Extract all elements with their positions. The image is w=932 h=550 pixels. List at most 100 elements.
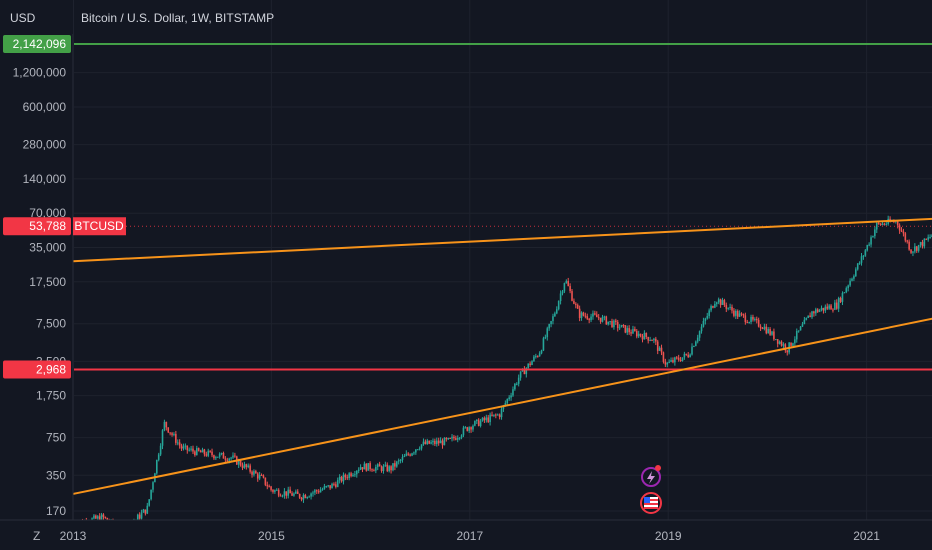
candle-body [415,449,417,453]
timezone-icon[interactable]: Z [33,529,40,543]
candle-body [609,321,611,323]
candle-body [830,305,832,310]
candle-body [293,493,295,496]
candle-body [395,461,398,467]
candle-body [300,497,303,500]
candle-body [270,486,272,490]
candle-body [186,445,189,451]
candle-body [855,269,857,277]
x-tick-label: 2019 [655,529,682,543]
candle-body [350,473,352,477]
candle-body [180,445,183,449]
candle-body [727,307,729,309]
candle-body [815,309,817,314]
candle-body [239,460,242,466]
candle-body [834,302,836,310]
price-tag-label: 53,788 [29,219,66,233]
candle-body [491,414,493,416]
candle-body [651,340,653,342]
candle-body [215,457,217,459]
candle-body [224,458,227,460]
candle-body [211,451,213,456]
candle-body [847,285,849,289]
candle-body [832,309,834,311]
candle-body [914,246,916,252]
candle-body [742,314,745,316]
candle-body [822,307,825,311]
lightning-event-icon[interactable] [641,465,661,487]
candle-body [679,359,682,362]
candle-body [508,397,510,399]
candle-body [862,255,865,257]
time-axis[interactable]: 201320152017201920212023 [60,529,932,543]
y-tick-label: 17,500 [29,275,66,289]
candle-body [603,316,606,318]
candle-body [506,398,509,404]
candle-body [199,450,202,453]
candle-body [207,450,210,456]
candle-body [251,471,253,475]
candle-body [500,408,503,418]
candle-body [272,489,274,492]
candle-body [321,489,324,491]
candle-body [245,464,248,468]
candle-body [363,463,366,470]
candle-body [816,309,819,312]
candle-body [439,440,442,444]
us-flag-event-icon[interactable] [640,492,662,514]
candle-body [851,278,853,281]
candle-body [837,298,840,309]
price-axis[interactable]: 1,200,000 600,000 280,000 140,000 70,000 35,0… [13,66,67,518]
candle-body [266,484,269,487]
candle-body [533,356,535,362]
candle-body [569,286,571,292]
candle-body [190,448,192,450]
candle-body [525,368,528,375]
candle-body [721,300,724,305]
candle-body [335,484,337,487]
candle-body [820,307,823,310]
candle-body [405,453,408,456]
candle-body [818,309,821,312]
candle-body [98,516,101,522]
candle-body [422,441,425,445]
currency-box[interactable] [0,0,73,34]
candle-body [483,417,486,421]
candle-body [411,453,413,456]
candle-body [249,465,251,472]
candle-body [489,414,491,423]
candle-body [723,300,726,305]
candle-body [929,237,931,239]
candle-body [632,329,634,334]
candle-body [666,362,669,365]
candle-body [841,293,844,302]
candle-body [460,435,463,438]
candle-body [493,414,495,416]
candle-body [260,474,263,476]
candle-body [554,313,556,317]
candle-body [874,229,876,237]
candle-body [784,344,787,351]
candle-body [613,320,615,328]
candle-body [908,241,910,250]
candle-body [898,225,901,231]
candle-body [373,470,375,472]
candle-body [803,319,806,325]
price-tag-label: 2,968 [36,363,66,377]
candle-body [285,491,288,496]
candle-body [599,317,602,322]
candle-body [258,474,261,479]
candle-body [757,319,760,327]
candle-body [744,315,747,323]
candle-body [306,496,309,499]
candle-body [881,223,884,225]
y-tick-label: 1,200,000 [13,66,67,80]
candle-body [512,389,514,396]
candle-body [835,302,838,309]
candle-body [586,316,589,319]
candle-body [496,414,499,416]
candle-body [298,493,301,498]
candle-body [319,490,322,493]
